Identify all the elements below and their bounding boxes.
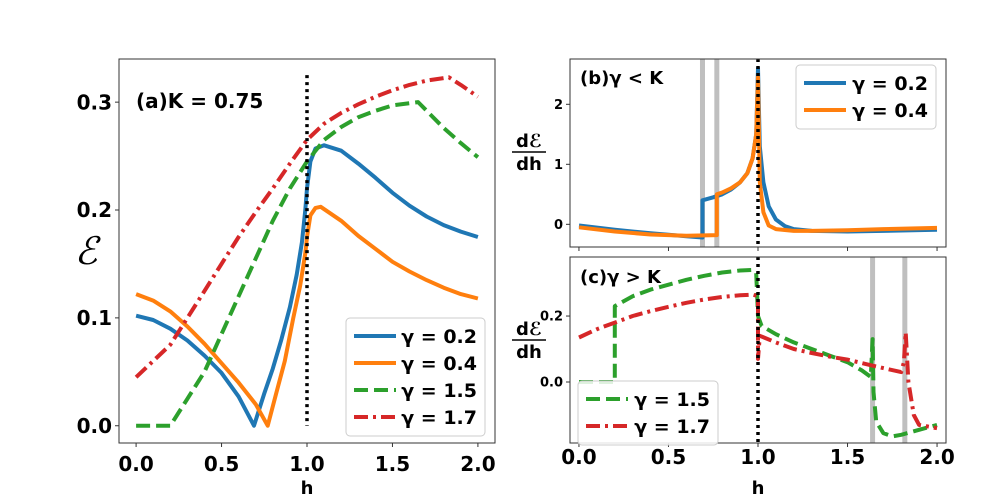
- x-tick-label: 0.5: [651, 445, 686, 469]
- y-tick-label: 0.2: [77, 198, 112, 222]
- series-line: [135, 204, 479, 428]
- y-tick-label: 1: [554, 158, 563, 173]
- series-line: [578, 292, 938, 431]
- plot-area: [134, 75, 480, 428]
- y-tick-label: 0.2: [540, 310, 563, 325]
- legend-label: γ = 0.4: [401, 353, 477, 375]
- legend-label: γ = 0.2: [401, 326, 477, 348]
- x-tick-label: 0.0: [561, 445, 596, 469]
- y-tick-label: 2: [554, 98, 563, 113]
- x-axis-label: h: [301, 478, 314, 498]
- legend-label: γ = 1.5: [401, 380, 477, 402]
- x-tick-label: 1.5: [375, 452, 410, 476]
- series-line: [135, 143, 479, 428]
- y-tick-label: 0.1: [77, 306, 112, 330]
- legend-label: γ = 1.5: [634, 389, 710, 411]
- y-label-denominator: dh: [516, 154, 542, 175]
- series-line: [134, 75, 480, 379]
- x-tick-label: 1.0: [289, 452, 324, 476]
- legend: γ = 0.2 γ = 0.4 γ = 1.5 γ = 1.7: [345, 317, 486, 437]
- legend-label: γ = 1.7: [401, 407, 477, 429]
- y-tick-label: 0: [554, 218, 563, 233]
- series-line: [579, 267, 938, 439]
- x-tick-label: 1.0: [740, 445, 775, 469]
- plot-area: [578, 59, 938, 247]
- y-axis-label: ℰ: [74, 229, 101, 273]
- series-line: [578, 75, 938, 238]
- legend: γ = 1.5 γ = 1.7: [577, 380, 719, 446]
- panel-a: 0.0 0.5 1.0 1.5 2.0 0.0 0.1 0.2 0.3 h ℰ (a)K = 0.75…: [74, 58, 496, 498]
- y-tick-label: 0.0: [540, 376, 563, 391]
- x-tick-label: 2.0: [460, 452, 495, 476]
- x-tick-label: 1.5: [830, 445, 865, 469]
- y-label-numerator: dℰ: [516, 319, 542, 340]
- x-tick-label: 0.5: [204, 452, 239, 476]
- legend-label: γ = 0.4: [852, 100, 928, 122]
- legend-label: γ = 1.7: [634, 416, 710, 438]
- legend: γ = 0.2 γ = 0.4: [795, 64, 937, 130]
- y-label-numerator: dℰ: [516, 131, 542, 152]
- y-label-denominator: dh: [516, 342, 542, 363]
- panel-annotation: (c)γ > K: [580, 267, 662, 288]
- y-tick-label: 0.0: [77, 414, 112, 438]
- x-axis-label: h: [752, 478, 765, 498]
- plot-area: [578, 257, 938, 443]
- legend-label: γ = 0.2: [852, 73, 928, 95]
- y-tick-label: 0.3: [77, 90, 112, 114]
- x-tick-label: 2.0: [919, 445, 954, 469]
- panel-annotation: (a)K = 0.75: [136, 89, 263, 113]
- panel-annotation: (b)γ < K: [580, 68, 664, 89]
- x-tick-label: 0.0: [118, 452, 153, 476]
- legend-frame: [345, 317, 486, 437]
